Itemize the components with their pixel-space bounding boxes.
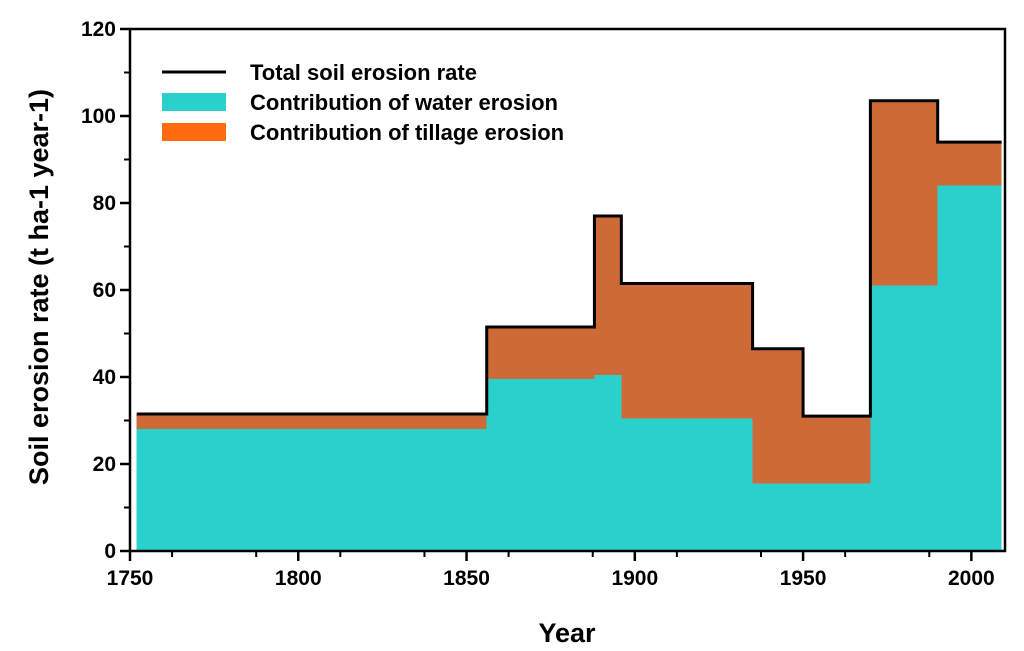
water-erosion-segment: [870, 285, 938, 551]
water-erosion-segment: [486, 379, 595, 551]
y-tick-label: 0: [104, 540, 116, 563]
y-tick-label: 20: [93, 453, 116, 476]
legend-swatch-tillage: [162, 123, 226, 141]
x-tick-label: 1750: [107, 567, 154, 590]
y-axis-title: Soil erosion rate (t ha-1 year-1): [24, 89, 54, 485]
tillage-erosion-segment: [870, 100, 938, 286]
legend-label: Total soil erosion rate: [250, 60, 477, 85]
tillage-erosion-segment: [752, 348, 804, 484]
y-tick-label: 80: [93, 192, 116, 215]
legend-label: Contribution of water erosion: [250, 90, 558, 115]
y-tick-label: 120: [81, 18, 116, 41]
water-erosion-segment: [752, 483, 804, 551]
tillage-erosion-segment: [594, 216, 622, 375]
tillage-erosion-segment: [803, 416, 871, 484]
y-tick-label: 100: [81, 105, 116, 128]
water-erosion-segment: [621, 418, 753, 551]
plot-area: [136, 99, 1002, 551]
y-tick-label: 60: [93, 279, 116, 302]
x-tick-label: 1950: [780, 567, 827, 590]
y-tick-label: 40: [93, 366, 116, 389]
tillage-erosion-segment: [937, 142, 1002, 186]
water-erosion-segment: [594, 374, 622, 551]
axes: 0 20 40 60 80 100 120 1750 1800 1850 1900 1950 2000: [81, 18, 1007, 590]
x-tick-label: 2000: [948, 567, 995, 590]
x-tick-label: 1900: [611, 567, 658, 590]
water-erosion-segment: [136, 429, 487, 551]
water-erosion-segment: [803, 483, 871, 551]
water-erosion-segment: [937, 185, 1002, 551]
x-tick-label: 1800: [275, 567, 322, 590]
total-erosion-line: [136, 99, 1002, 418]
x-tick-label: 1850: [443, 567, 490, 590]
legend-swatch-water: [162, 93, 226, 111]
tillage-erosion-segment: [621, 283, 753, 419]
legend-label: Contribution of tillage erosion: [250, 120, 564, 145]
tillage-erosion-segment: [486, 326, 595, 380]
tillage-erosion-segment: [136, 413, 487, 430]
legend: Total soil erosion rate Contribution of w…: [162, 60, 564, 145]
x-axis-title: Year: [538, 618, 596, 648]
